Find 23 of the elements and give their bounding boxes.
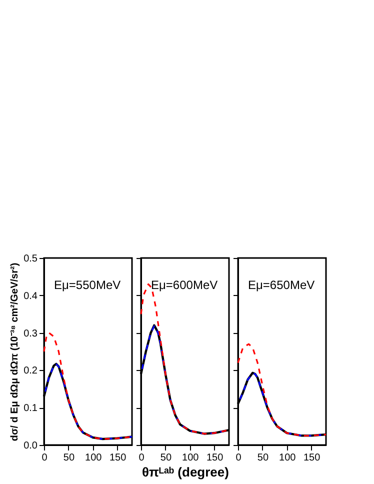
x-tick-label: 100 [279, 452, 296, 464]
y-axis-title: dσ/ d Eμ dΩμ dΩπ (10⁻³⁸ cm²/GeV/sr²) [10, 262, 21, 442]
y-tick-label: 0.1 [24, 403, 38, 414]
x-tick-label: 50 [257, 452, 269, 464]
x-tick-label: 100 [182, 452, 200, 464]
annotation: Eμ=550MeV [54, 278, 121, 292]
y-tick-label: 0.0 [24, 440, 38, 452]
y-tick-label: 0.3 [24, 328, 38, 340]
x-tick-label: 150 [206, 452, 224, 464]
x-tick-label: 0 [42, 452, 48, 464]
x-axis-title: θπᴸᵃᵇ (degree) [142, 464, 229, 480]
annotation: Eμ=600MeV [151, 278, 218, 292]
y-tick-label: 0.4 [24, 290, 38, 302]
y-tick-label: 0.5 [24, 254, 38, 264]
y-tick-label: 0.2 [24, 366, 38, 377]
x-tick-label: 50 [160, 452, 172, 464]
x-tick-label: 0 [236, 452, 242, 464]
annotation: Eμ=650MeV [248, 278, 315, 292]
x-tick-label: 150 [303, 452, 321, 464]
x-tick-label: 100 [85, 452, 102, 464]
x-tick-label: 0 [138, 452, 145, 464]
x-tick-label: 50 [63, 452, 75, 464]
x-tick-label: 150 [109, 452, 127, 464]
